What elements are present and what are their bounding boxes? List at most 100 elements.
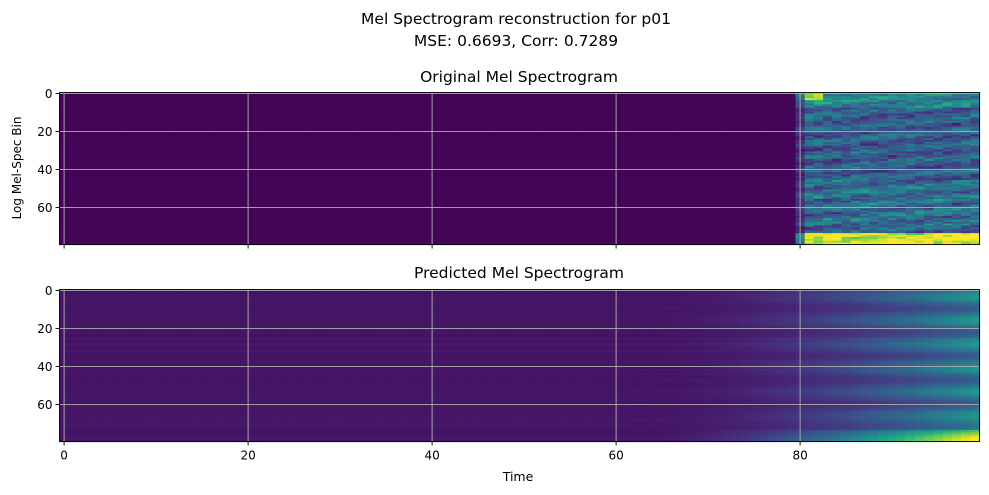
heatmap-cell xyxy=(528,143,539,147)
heatmap-cell xyxy=(206,204,217,208)
heatmap-cell xyxy=(583,140,594,143)
heatmap-cell xyxy=(482,223,493,227)
heatmap-cell xyxy=(620,149,631,152)
heatmap-cell xyxy=(409,174,419,177)
heatmap-cell xyxy=(160,166,171,170)
heatmap-cell xyxy=(381,145,392,149)
heatmap-cell xyxy=(491,153,502,156)
heatmap-cell xyxy=(77,236,88,240)
heatmap-cell xyxy=(169,176,180,179)
heatmap-cell xyxy=(501,242,511,246)
heatmap-cell xyxy=(473,122,484,126)
heatmap-cell xyxy=(353,242,364,246)
heatmap-cell xyxy=(206,183,217,187)
heatmap-cell xyxy=(620,179,631,183)
heatmap-cell xyxy=(68,147,79,151)
heatmap-cell xyxy=(188,183,199,187)
heatmap-cell xyxy=(445,189,456,192)
heatmap-cell xyxy=(77,111,88,114)
heatmap-cell xyxy=(473,233,484,236)
heatmap-cell xyxy=(197,115,208,118)
heatmap-cell xyxy=(142,136,153,139)
heatmap-cell xyxy=(105,170,116,173)
heatmap-cell xyxy=(188,242,199,246)
heatmap-cell xyxy=(206,143,217,147)
heatmap-cell xyxy=(271,98,281,101)
heatmap-cell xyxy=(151,189,162,192)
heatmap-cell xyxy=(565,172,576,175)
heatmap-cell xyxy=(565,98,576,101)
heatmap-cell xyxy=(473,214,484,217)
heatmap-cell xyxy=(537,162,548,166)
heatmap-cell xyxy=(261,138,272,141)
heatmap-cell xyxy=(261,212,272,215)
heatmap-cell xyxy=(491,162,502,166)
heatmap-cell xyxy=(326,172,337,175)
heatmap-cell xyxy=(344,126,355,130)
heatmap-cell xyxy=(602,113,613,116)
heatmap-cell xyxy=(528,128,539,132)
heatmap-cell xyxy=(271,124,281,128)
heatmap-cell xyxy=(87,166,97,170)
heatmap-cell xyxy=(96,138,107,141)
heatmap-cell xyxy=(556,138,567,141)
heatmap-cell xyxy=(142,227,153,230)
heatmap-cell xyxy=(445,122,456,126)
heatmap-cell xyxy=(114,212,125,215)
heatmap-cell xyxy=(105,153,116,156)
heatmap-cell xyxy=(381,124,392,128)
heatmap-cell xyxy=(363,149,373,152)
heatmap-cell xyxy=(510,219,521,223)
heatmap-cell xyxy=(215,143,226,147)
heatmap-cell xyxy=(169,183,180,187)
heatmap-cell xyxy=(271,231,281,234)
heatmap-cell xyxy=(363,225,373,228)
heatmap-cell xyxy=(326,136,337,139)
heatmap-cell xyxy=(225,98,235,101)
heatmap-cell xyxy=(537,178,548,181)
heatmap-cell xyxy=(464,214,475,217)
heatmap-cell xyxy=(215,107,226,111)
heatmap-cell xyxy=(565,160,576,164)
heatmap-cell xyxy=(418,176,429,179)
heatmap-cell xyxy=(179,216,189,219)
heatmap-cell xyxy=(234,179,245,183)
heatmap-cell xyxy=(363,102,373,105)
heatmap-cell xyxy=(455,121,465,124)
heatmap-cell xyxy=(363,136,373,139)
heatmap-cell xyxy=(528,157,539,160)
heatmap-cell xyxy=(96,235,107,238)
heatmap-cell xyxy=(473,121,484,124)
heatmap-cell xyxy=(261,147,272,151)
heatmap-cell xyxy=(87,100,97,103)
heatmap-cell xyxy=(593,195,603,198)
heatmap-cell xyxy=(372,134,383,137)
heatmap-cell xyxy=(114,189,125,192)
heatmap-cell xyxy=(160,235,171,238)
heatmap-cell xyxy=(620,119,631,122)
heatmap-cell xyxy=(602,176,613,179)
heatmap-cell xyxy=(188,115,199,118)
heatmap-cell xyxy=(381,204,392,208)
heatmap-cell xyxy=(583,157,594,160)
heatmap-cell xyxy=(234,124,245,128)
heatmap-cell xyxy=(206,210,217,213)
heatmap-cell xyxy=(537,109,548,113)
heatmap-cell xyxy=(519,157,530,160)
heatmap-cell xyxy=(123,217,134,221)
heatmap-cell xyxy=(96,200,107,204)
heatmap-cell xyxy=(482,227,493,230)
heatmap-cell xyxy=(114,159,125,162)
heatmap-cell xyxy=(565,181,576,185)
heatmap-cell xyxy=(280,138,291,141)
heatmap-cell xyxy=(399,195,410,198)
heatmap-cell xyxy=(565,231,576,234)
heatmap-cell xyxy=(215,193,226,196)
heatmap-cell xyxy=(399,94,410,97)
heatmap-cell xyxy=(317,128,327,132)
heatmap-cell xyxy=(528,191,539,194)
heatmap-cell xyxy=(363,121,373,124)
heatmap-cell xyxy=(252,113,263,116)
heatmap-cell xyxy=(225,240,235,244)
heatmap-cell xyxy=(77,227,88,230)
